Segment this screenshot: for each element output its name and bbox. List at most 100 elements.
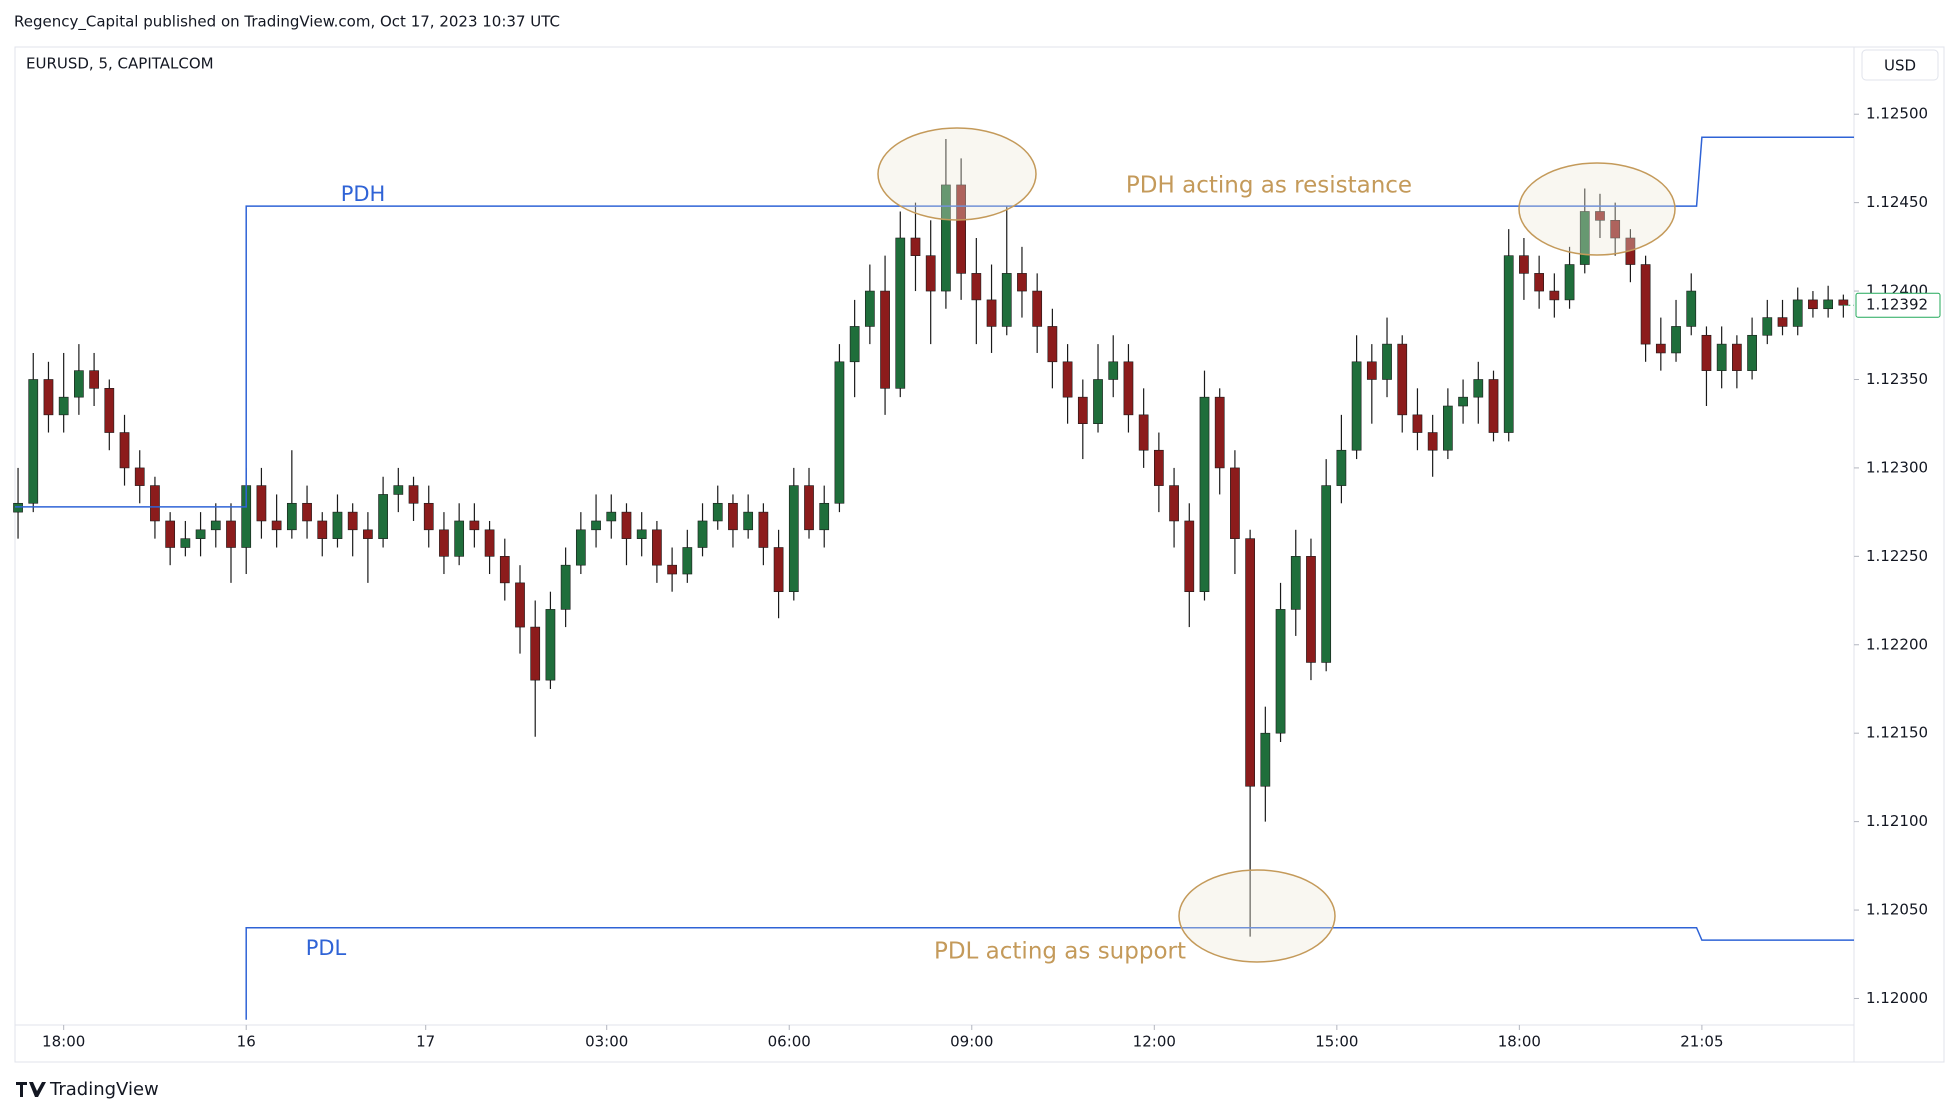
candle-body <box>1397 343 1408 416</box>
candle-body <box>560 564 571 610</box>
currency-button[interactable] <box>1861 49 1939 81</box>
candle-body <box>302 502 312 522</box>
y-tick-label: 1.12000 <box>1866 989 1928 1007</box>
y-tick-label: 1.12150 <box>1866 724 1928 742</box>
candle-body <box>1823 299 1834 310</box>
candle-body <box>1032 290 1043 327</box>
candle-body <box>1336 449 1347 486</box>
candle-body <box>880 290 890 389</box>
y-tick-label: 1.12450 <box>1866 193 1928 211</box>
currency[interactable]: USD <box>1884 57 1916 75</box>
candle-body <box>1306 556 1316 663</box>
candle-body <box>575 529 586 566</box>
candle-body <box>378 494 388 539</box>
x-tick-label: 18:00 <box>1498 1033 1541 1051</box>
candle-body <box>1488 379 1499 433</box>
candle-body <box>1838 299 1849 306</box>
y-tick-label: 1.12300 <box>1866 458 1928 476</box>
candle-body <box>1549 290 1560 301</box>
candle-body <box>1245 538 1255 787</box>
candle-body <box>728 502 738 531</box>
x-tick-label: 18:00 <box>42 1033 85 1051</box>
candle-body <box>1412 414 1423 433</box>
y-tick-label: 1.12350 <box>1866 370 1928 388</box>
candle-body <box>454 520 465 557</box>
y-tick-label: 1.12500 <box>1866 105 1928 123</box>
annotation: PDL acting as support <box>934 939 1186 965</box>
candle-body <box>1123 361 1134 416</box>
last-price-label: 1.12392 <box>1866 296 1928 314</box>
candle-body <box>1351 361 1362 451</box>
candle-body <box>408 485 419 504</box>
candle-body <box>1762 317 1773 336</box>
candle-body <box>484 529 495 557</box>
candle-body <box>469 520 480 531</box>
candle-body <box>210 520 221 531</box>
candle-body <box>1047 326 1058 363</box>
candle-body <box>743 511 754 531</box>
candle-body <box>895 237 906 389</box>
candle-body <box>1503 255 1514 433</box>
candle-body <box>971 273 982 301</box>
candle-body <box>819 502 830 531</box>
candle-body <box>1595 211 1605 221</box>
highlight-ellipse <box>877 127 1037 221</box>
highlight-ellipse <box>1518 162 1676 256</box>
candle-body <box>271 520 282 531</box>
candle-body <box>28 379 39 504</box>
marks <box>13 113 1859 1030</box>
logo-mark <box>16 1082 46 1097</box>
candle-body <box>393 485 404 495</box>
candle-body <box>317 520 328 539</box>
candle-body <box>423 502 434 531</box>
candle-body <box>1671 326 1681 354</box>
candle-body <box>1519 255 1529 274</box>
candle-body <box>1138 414 1149 451</box>
candle-body <box>180 538 191 548</box>
y-tick-label: 1.12250 <box>1866 547 1928 565</box>
candle-body <box>13 502 23 513</box>
candle-body <box>134 467 145 486</box>
y-tick-label: 1.12100 <box>1866 812 1928 830</box>
candle-body <box>758 511 769 548</box>
candle-body <box>1701 334 1712 371</box>
pane-border <box>14 46 1945 1063</box>
candle-body <box>1169 485 1179 522</box>
candle-body <box>1792 299 1803 327</box>
candle-body <box>941 184 951 292</box>
candle-body <box>58 396 69 416</box>
logo: TradingView <box>16 1079 159 1100</box>
candle-body <box>256 485 267 522</box>
candle-body <box>1382 343 1392 380</box>
candle-body <box>1458 396 1468 407</box>
candle-body <box>1093 379 1103 424</box>
line-label: PDH <box>341 182 386 206</box>
candle-body <box>925 255 936 292</box>
candle-body <box>363 529 373 539</box>
candle-body <box>1321 485 1332 663</box>
logo-text: TradingView <box>49 1079 159 1100</box>
candle-body <box>439 529 449 557</box>
candle-body <box>1108 361 1119 380</box>
level-line <box>245 926 1854 1020</box>
candle-body <box>864 290 875 327</box>
candle-body <box>150 485 160 522</box>
candle-body <box>1655 343 1666 354</box>
candle-body <box>667 564 677 575</box>
x-tick-label: 16 <box>237 1033 256 1051</box>
candle-body <box>1062 361 1073 398</box>
x-tick-label: 17 <box>416 1033 435 1051</box>
candle-body <box>1199 396 1210 593</box>
candle-body <box>1230 467 1240 539</box>
x-tick-label: 12:00 <box>1133 1033 1176 1051</box>
candle-body <box>1732 343 1742 371</box>
candle-body <box>1214 396 1225 469</box>
candle-body <box>1153 449 1164 486</box>
candle-body <box>1747 334 1757 371</box>
level-line <box>15 136 1854 508</box>
candle-body <box>1534 273 1544 292</box>
candle-body <box>1017 273 1027 292</box>
y-tick-label: 1.12200 <box>1866 635 1928 653</box>
candle-body <box>773 547 784 593</box>
